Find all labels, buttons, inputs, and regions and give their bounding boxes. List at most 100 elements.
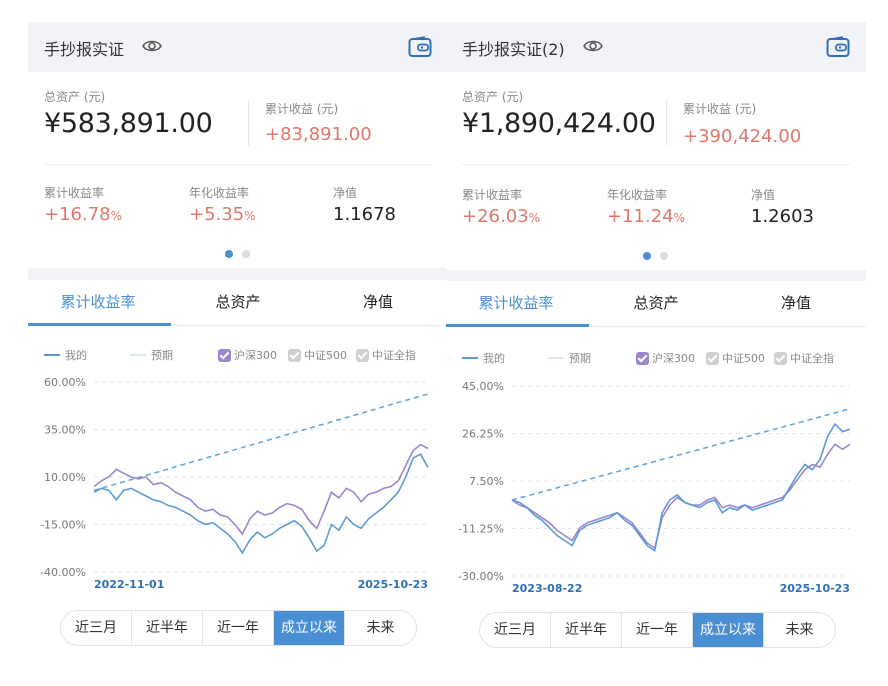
period-button[interactable]: 近三月 <box>480 613 551 647</box>
eye-icon[interactable] <box>583 37 603 55</box>
period-button[interactable]: 近一年 <box>622 613 693 647</box>
chart-tabs: 累计收益率 总资产 净值 <box>28 280 448 326</box>
legend-swatch <box>44 354 60 356</box>
period-button[interactable]: 未来 <box>785 622 814 638</box>
checkbox-icon[interactable] <box>706 351 719 365</box>
y-tick-label: -30.00% <box>458 570 504 583</box>
checkbox-icon[interactable] <box>288 348 301 362</box>
period-button[interactable]: 近一年 <box>203 611 274 645</box>
divider <box>44 164 432 165</box>
percent-sign: % <box>110 209 123 223</box>
annual-rate-value: +11.24% <box>607 206 685 227</box>
period-selector: 近三月 近半年 近一年 成立以来 未来 <box>60 610 417 646</box>
legend-label: 我的 <box>65 349 87 362</box>
legend-zz500[interactable]: 中证500 <box>288 346 347 364</box>
series-expected-line <box>93 393 429 492</box>
page-dot[interactable] <box>660 252 668 260</box>
chart-tabs: 累计收益率 总资产 净值 <box>446 281 866 327</box>
y-tick-label: 10.00% <box>44 471 86 484</box>
tab-nav[interactable]: 净值 <box>362 293 393 311</box>
period-selector: 近三月 近半年 近一年 成立以来 未来 <box>479 612 836 648</box>
nav-value: 1.1678 <box>333 204 396 225</box>
legend-swatch <box>130 354 146 356</box>
page-dot-active[interactable] <box>225 250 233 258</box>
period-button[interactable]: 近半年 <box>132 611 203 645</box>
legend-hs300[interactable]: 沪深300 <box>636 349 695 367</box>
x-end-label: 2025-10-23 <box>358 578 428 591</box>
legend-zzqz[interactable]: 中证全指 <box>356 346 416 364</box>
legend-label: 预期 <box>569 352 591 365</box>
tab-indicator <box>446 324 589 327</box>
period-button[interactable]: 近半年 <box>551 613 622 647</box>
page-dot-active[interactable] <box>643 252 651 260</box>
stats-area: 总资产 (元) ¥1,890,424.00 累计收益 (元) +390,424.00 累… <box>446 72 866 268</box>
period-button[interactable]: 成立以来 <box>693 613 764 647</box>
account-panel: 手抄报实证总资产 (元) ¥583,891.00 累计收益 (元) +83,891.0… <box>28 0 448 686</box>
period-button[interactable]: 成立以来 <box>274 611 345 645</box>
series-hs300-line <box>93 443 429 536</box>
period-button[interactable]: 近三月 <box>61 611 132 645</box>
account-panel: 手抄报实证(2) 总资产 (元) ¥1,890,424.00 累计收益 (元) +390… <box>446 0 866 686</box>
series-mine-line <box>93 453 429 555</box>
cum-income-label: 累计收益 (元) <box>683 102 757 116</box>
tab-cum-rate[interactable]: 累计收益率 <box>478 294 554 312</box>
cum-income-value: +83,891.00 <box>265 124 372 145</box>
section-separator <box>28 268 448 280</box>
account-title: 手抄报实证(2) <box>462 40 565 59</box>
cum-income-label: 累计收益 (元) <box>265 102 339 116</box>
legend-expected[interactable]: 预期 <box>130 346 173 364</box>
legend-swatch <box>462 357 478 359</box>
account-title: 手抄报实证 <box>44 40 125 59</box>
line-chart: 45.00% 26.25% 7.50% -11.25% -30.00% 2023-08-2… <box>458 380 851 595</box>
legend-zz500[interactable]: 中证500 <box>706 349 765 367</box>
eye-icon[interactable] <box>142 37 162 55</box>
divider <box>666 100 667 146</box>
annual-rate-value: +5.35% <box>189 204 256 225</box>
total-assets-value: ¥583,891.00 <box>44 108 213 139</box>
stats-area: 总资产 (元) ¥583,891.00 累计收益 (元) +83,891.00 累计收益… <box>28 72 448 268</box>
series-hs300-line <box>511 443 851 550</box>
cum-rate-label: 累计收益率 <box>462 188 523 202</box>
divider <box>462 164 850 165</box>
checkbox-icon[interactable] <box>218 348 231 362</box>
total-assets-label: 总资产 (元) <box>44 90 106 104</box>
y-tick-label: -15.00% <box>40 519 86 532</box>
legend-swatch <box>548 357 564 359</box>
divider <box>248 100 249 146</box>
chart-legend: 我的 预期 沪深300 中证500 中证全指 <box>446 349 866 367</box>
page-dot[interactable] <box>242 250 250 258</box>
wallet-icon[interactable] <box>826 36 850 58</box>
checkbox-icon[interactable] <box>636 351 649 365</box>
annual-rate-label: 年化收益率 <box>189 186 250 200</box>
legend-mine[interactable]: 我的 <box>462 349 505 367</box>
x-start-label: 2022-11-01 <box>94 578 164 591</box>
account-header: 手抄报实证(2) <box>446 22 866 72</box>
tab-cum-rate[interactable]: 累计收益率 <box>60 293 136 311</box>
line-chart: 60.00% 35.00% 10.00% -15.00% -40.00% 2022-11-… <box>40 376 429 591</box>
nav-value: 1.2603 <box>751 206 814 227</box>
legend-expected[interactable]: 预期 <box>548 349 591 367</box>
tab-total-assets[interactable]: 总资产 <box>633 294 679 312</box>
nav-label: 净值 <box>751 188 776 202</box>
legend-label: 中证500 <box>722 352 765 365</box>
legend-hs300[interactable]: 沪深300 <box>218 346 277 364</box>
nav-label: 净值 <box>333 186 358 200</box>
legend-mine[interactable]: 我的 <box>44 346 87 364</box>
period-button[interactable]: 未来 <box>366 620 395 636</box>
tab-total-assets[interactable]: 总资产 <box>215 293 261 311</box>
y-tick-label: -11.25% <box>458 523 504 536</box>
checkbox-icon[interactable] <box>356 348 369 362</box>
series-mine-line <box>511 422 851 553</box>
cum-rate-label: 累计收益率 <box>44 186 105 200</box>
cum-rate-value: +26.03% <box>462 206 540 227</box>
series-expected-line <box>511 408 851 501</box>
cum-rate-value-number: +26.03 <box>462 206 529 227</box>
cum-rate-value: +16.78% <box>44 204 122 225</box>
account-header: 手抄报实证 <box>28 22 448 72</box>
legend-label: 我的 <box>483 352 505 365</box>
chart-legend: 我的 预期 沪深300 中证500 中证全指 <box>28 346 448 364</box>
wallet-icon[interactable] <box>408 36 432 58</box>
legend-zzqz[interactable]: 中证全指 <box>774 349 834 367</box>
checkbox-icon[interactable] <box>774 351 787 365</box>
tab-nav[interactable]: 净值 <box>780 294 811 312</box>
